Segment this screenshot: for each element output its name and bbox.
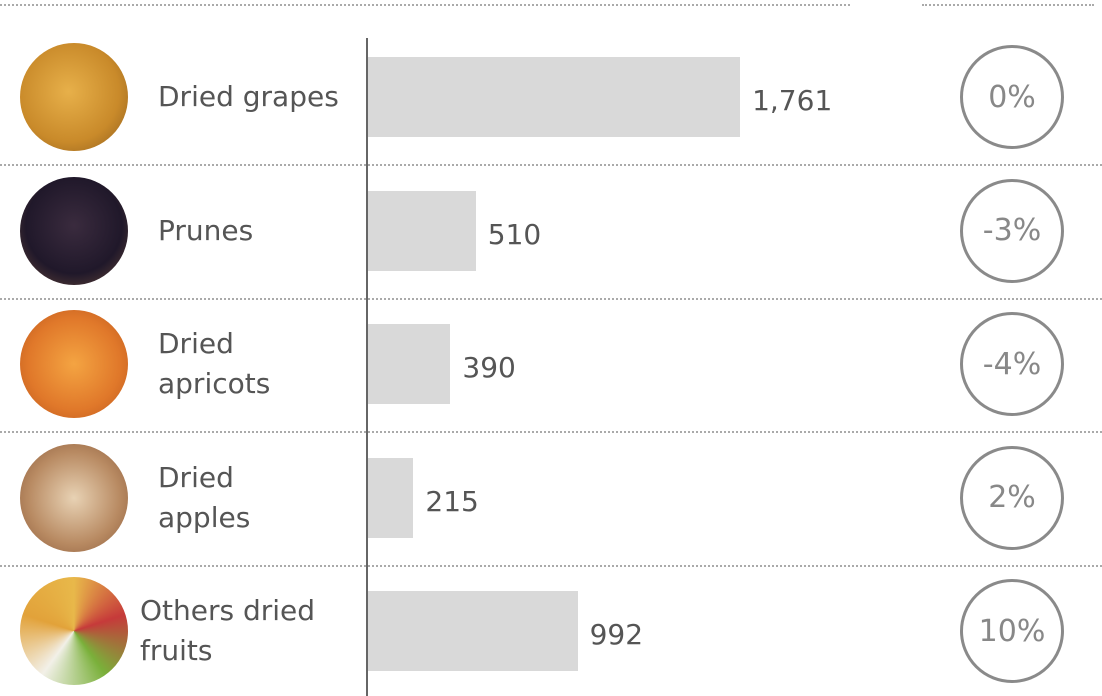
bar (368, 57, 741, 137)
change-badge: 0% (960, 45, 1064, 149)
change-badge: -4% (960, 312, 1064, 416)
category-label: Dried grapes (158, 80, 339, 113)
divider (0, 164, 1102, 166)
category-label: Prunes (158, 213, 254, 247)
food-image (20, 443, 128, 552)
bar (368, 324, 451, 404)
value-label: 215 (425, 484, 479, 518)
axis-line (366, 38, 368, 696)
value-label: 510 (487, 217, 542, 251)
food-image (20, 176, 128, 285)
change-badge: 10% (960, 579, 1064, 683)
food-image (20, 577, 128, 685)
change-badge: -3% (960, 178, 1064, 283)
divider (0, 564, 1102, 567)
divider (0, 297, 1102, 300)
bar (368, 190, 476, 271)
category-label: Dried apricots (158, 327, 271, 400)
category-label: Others dried fruits (140, 594, 316, 667)
divider (922, 4, 1094, 6)
bar (368, 457, 414, 538)
divider (0, 4, 850, 6)
divider (0, 431, 1102, 433)
value-label: 390 (462, 351, 516, 384)
category-label: Dried apples (158, 460, 251, 534)
value-label: 1,761 (752, 84, 833, 117)
value-label: 992 (589, 618, 644, 651)
food-image (20, 43, 128, 151)
food-image (20, 310, 128, 418)
change-badge: 2% (960, 445, 1064, 550)
bar (368, 591, 578, 671)
